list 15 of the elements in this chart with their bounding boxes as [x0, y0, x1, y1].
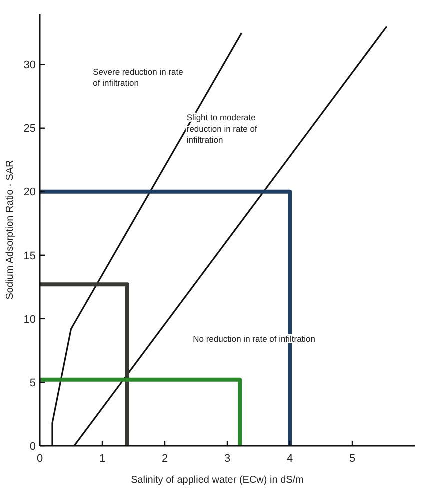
- x-axis-title: Salinity of applied water (ECw) in dS/m: [131, 475, 304, 486]
- x-tick-label: 2: [162, 453, 168, 465]
- y-tick-label: 5: [30, 377, 36, 390]
- y-axis-title: Sodium Adsorption Ratio - SAR: [5, 160, 16, 300]
- annotation: Severe reduction in rate of infiltration: [93, 66, 184, 88]
- x-tick-label: 5: [349, 453, 356, 465]
- x-tick-label: 4: [286, 453, 294, 465]
- y-tick-label: 30: [24, 60, 36, 72]
- y-tick-label: 25: [24, 123, 36, 136]
- y-tick-label: 0: [30, 440, 36, 453]
- x-tick-label: 1: [99, 453, 106, 465]
- x-tick-label: 3: [224, 453, 231, 465]
- y-tick-label: 20: [24, 186, 36, 199]
- y-tick-label: 15: [24, 250, 36, 262]
- y-tick-label: 10: [24, 314, 36, 326]
